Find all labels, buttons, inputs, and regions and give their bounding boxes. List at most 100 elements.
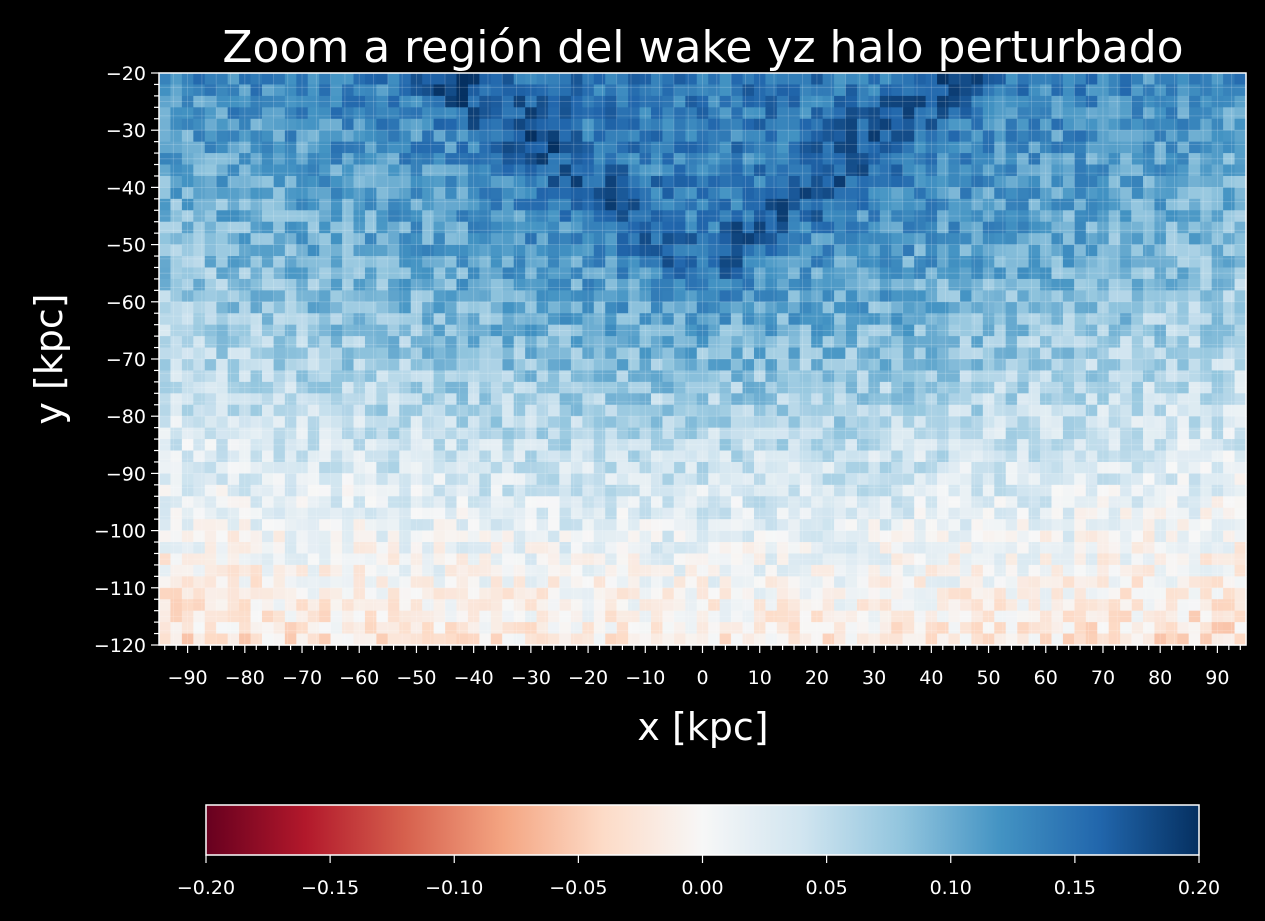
heatmap-cell — [181, 301, 194, 314]
heatmap-cell — [651, 73, 664, 86]
heatmap-cell — [364, 221, 377, 234]
heatmap-cell — [490, 416, 503, 429]
heatmap-cell — [399, 118, 412, 131]
heatmap-cell — [467, 278, 480, 291]
heatmap-cell — [925, 610, 938, 623]
heatmap-cell — [250, 519, 263, 532]
heatmap-cell — [593, 324, 606, 337]
heatmap-cell — [616, 622, 629, 635]
heatmap-cell — [490, 118, 503, 131]
heatmap-cell — [250, 404, 263, 417]
heatmap-cell — [1131, 530, 1144, 543]
heatmap-cell — [1017, 301, 1030, 314]
heatmap-cell — [227, 507, 240, 520]
heatmap-cell — [422, 484, 435, 497]
heatmap-cell — [662, 256, 675, 269]
heatmap-cell — [330, 587, 343, 600]
heatmap-cell — [822, 175, 835, 188]
heatmap-cell — [982, 290, 995, 303]
heatmap-cell — [651, 633, 664, 646]
heatmap-cell — [765, 118, 778, 131]
heatmap-cell — [593, 599, 606, 612]
heatmap-cell — [479, 73, 492, 86]
heatmap-cell — [1097, 381, 1110, 394]
heatmap-cell — [1005, 416, 1018, 429]
heatmap-cell — [1177, 267, 1190, 280]
heatmap-cell — [1143, 256, 1156, 269]
heatmap-cell — [937, 599, 950, 612]
heatmap-cell — [742, 359, 755, 372]
heatmap-cell — [364, 267, 377, 280]
heatmap-cell — [788, 175, 801, 188]
heatmap-cell — [364, 347, 377, 360]
heatmap-cell — [307, 118, 320, 131]
heatmap-cell — [1108, 313, 1121, 326]
heatmap-cell — [788, 187, 801, 200]
heatmap-cell — [891, 244, 904, 257]
heatmap-cell — [1200, 95, 1213, 108]
heatmap-cell — [1005, 130, 1018, 143]
heatmap-cell — [856, 530, 870, 543]
heatmap-cell — [891, 370, 904, 383]
heatmap-cell — [227, 301, 240, 314]
heatmap-cell — [1051, 622, 1064, 635]
heatmap-cell — [902, 107, 915, 120]
heatmap-cell — [1188, 244, 1201, 257]
heatmap-cell — [811, 427, 824, 440]
heatmap-cell — [1154, 404, 1167, 417]
heatmap-cell — [307, 484, 320, 497]
heatmap-cell — [570, 507, 583, 520]
heatmap-cell — [273, 381, 286, 394]
heatmap-cell — [296, 404, 309, 417]
heatmap-cell — [742, 267, 755, 280]
heatmap-cell — [708, 290, 721, 303]
heatmap-cell — [227, 622, 240, 635]
heatmap-cell — [662, 347, 675, 360]
heatmap-cell — [925, 198, 938, 211]
heatmap-cell — [628, 427, 641, 440]
heatmap-cell — [1074, 610, 1087, 623]
heatmap-cell — [948, 175, 961, 188]
heatmap-cell — [273, 267, 286, 280]
heatmap-cell — [799, 198, 812, 211]
heatmap-cell — [1005, 633, 1018, 646]
heatmap-cell — [1051, 610, 1064, 623]
heatmap-cell — [1165, 599, 1178, 612]
heatmap-cell — [330, 416, 343, 429]
heatmap-cell — [753, 564, 767, 577]
heatmap-cell — [1234, 359, 1247, 372]
heatmap-cell — [422, 324, 435, 337]
heatmap-cell — [1131, 587, 1144, 600]
heatmap-cell — [822, 130, 835, 143]
heatmap-cell — [181, 370, 194, 383]
heatmap-cell — [559, 153, 572, 166]
heatmap-cell — [891, 427, 904, 440]
heatmap-cell — [364, 381, 377, 394]
heatmap-cell — [422, 564, 435, 577]
heatmap-cell — [559, 519, 572, 532]
heatmap-cell — [1165, 633, 1178, 646]
heatmap-cell — [1165, 610, 1178, 623]
heatmap-cell — [193, 324, 206, 337]
heatmap-cell — [845, 404, 858, 417]
heatmap-cell — [456, 256, 469, 269]
heatmap-cell — [204, 610, 217, 623]
heatmap-cell — [319, 290, 332, 303]
heatmap-cell — [261, 393, 275, 406]
heatmap-cell — [982, 164, 995, 177]
heatmap-cell — [925, 233, 938, 246]
heatmap-cell — [1120, 404, 1133, 417]
heatmap-cell — [1131, 267, 1144, 280]
heatmap-cell — [811, 175, 824, 188]
heatmap-cell — [1051, 118, 1064, 131]
heatmap-cell — [856, 221, 870, 234]
heatmap-cell — [799, 244, 812, 257]
heatmap-cell — [753, 118, 767, 131]
heatmap-cell — [159, 416, 172, 429]
heatmap-cell — [662, 381, 675, 394]
heatmap-cell — [593, 84, 606, 97]
heatmap-cell — [1177, 633, 1190, 646]
heatmap-cell — [525, 633, 538, 646]
heatmap-cell — [673, 118, 686, 131]
heatmap-cell — [788, 427, 801, 440]
